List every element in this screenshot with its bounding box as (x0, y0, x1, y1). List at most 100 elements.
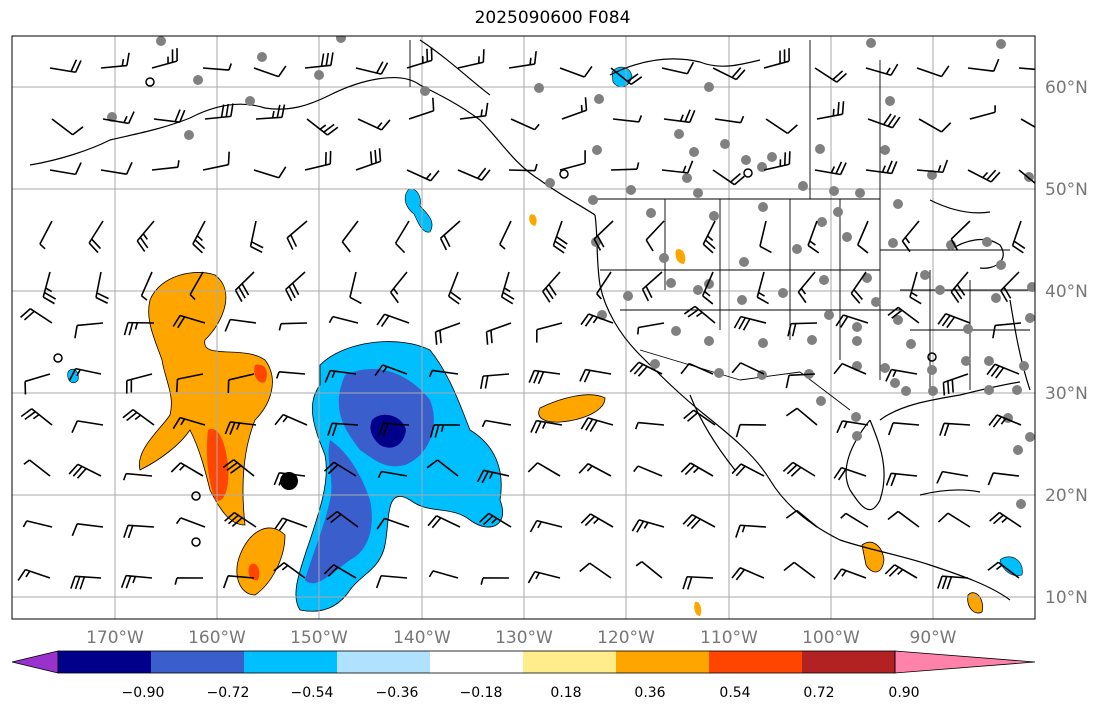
wind-barbs (17, 47, 1035, 590)
colorbar-swatch (430, 651, 524, 673)
wind-barb (102, 111, 135, 125)
wind-barb (807, 220, 820, 254)
wind-barb (986, 363, 1020, 379)
map-frame (11, 35, 1036, 620)
lon-label: 110°W (700, 628, 758, 648)
colorbar-swatch (337, 651, 431, 673)
wind-barb (17, 568, 51, 581)
wind-barb (170, 462, 204, 477)
wind-barb (274, 413, 308, 426)
wind-barb (683, 305, 716, 324)
wind-barb (950, 220, 971, 251)
wind-barb (304, 52, 334, 69)
colorbar-tick-label: 0.54 (719, 685, 750, 701)
wind-barb (151, 48, 178, 69)
wind-barb (327, 422, 359, 437)
wind-barb (580, 313, 614, 327)
wind-barb (273, 472, 306, 487)
wind-barb (636, 322, 665, 335)
colorbar-swatch (616, 651, 710, 673)
coastlines (29, 39, 1031, 601)
wind-barb (49, 59, 82, 74)
wind-barb (426, 459, 459, 477)
wind-barb (20, 408, 53, 426)
wind-barb (378, 422, 410, 437)
wind-barb (950, 271, 969, 303)
wind-barb (192, 220, 206, 254)
wind-barb (326, 510, 359, 528)
wind-barb (816, 101, 845, 120)
wind-barb (355, 61, 389, 75)
wind-barb (175, 373, 204, 393)
colorbar-swatch (151, 651, 245, 673)
wind-barb (814, 67, 847, 83)
wind-barb (255, 104, 286, 120)
wind-barb (942, 373, 969, 396)
wind-barb (204, 103, 234, 120)
wind-barb (840, 512, 869, 528)
lat-label: 20°N (1045, 486, 1088, 506)
wind-barb (833, 466, 867, 481)
wind-barb (42, 271, 57, 305)
wind-barb (885, 368, 918, 382)
wind-barb (610, 67, 643, 86)
wind-barb (887, 510, 920, 528)
wind-barb (937, 312, 971, 329)
wind-barb (510, 118, 540, 131)
wind-barb (756, 271, 769, 305)
colorbar-swatch (244, 651, 338, 673)
wind-barb (735, 524, 767, 538)
wind-barb (100, 52, 130, 69)
wind-barb (735, 423, 767, 438)
wind-barb (323, 461, 357, 477)
wind-barb (580, 417, 614, 433)
wind-barb (70, 575, 102, 590)
wind-barb (763, 151, 791, 171)
colorbar-tick-label: 0.36 (634, 685, 665, 701)
wind-barb (172, 314, 206, 329)
wind-barb (763, 48, 790, 69)
wind-barb (527, 570, 561, 584)
colorbar-tick-label: −0.36 (376, 685, 419, 701)
lon-label: 100°W (802, 628, 860, 648)
wind-barb (561, 97, 588, 120)
wind-barb (273, 562, 306, 579)
wind-barb (989, 511, 1022, 528)
wind-barb (125, 373, 153, 394)
wind-barb (887, 422, 920, 436)
colorbar-swatch (709, 651, 803, 673)
wind-barb (508, 51, 537, 69)
wind-barb (969, 105, 996, 120)
wind-barb (645, 220, 665, 252)
wind-barb (508, 163, 538, 172)
wind-barb (631, 519, 665, 533)
wind-barb (836, 420, 869, 434)
wind-barb (253, 166, 287, 179)
wind-barb (596, 271, 612, 300)
wind-barb (500, 271, 515, 305)
wind-barb (528, 369, 561, 385)
colorbar-tick-label: 0.72 (803, 685, 834, 701)
wind-barb (324, 369, 357, 383)
wind-barb (887, 306, 920, 324)
wind-barb (175, 517, 206, 528)
wind-barb (939, 422, 971, 437)
wind-barb (253, 65, 287, 78)
wind-barb (1018, 67, 1035, 71)
wind-barb (682, 513, 716, 530)
wind-barb (457, 167, 491, 181)
wind-barb (234, 271, 255, 302)
colorbar-tick-label: −0.18 (460, 685, 503, 701)
wind-barb (349, 271, 362, 305)
wind-barb (542, 271, 561, 303)
wind-barb (701, 271, 714, 305)
lon-label: 160°W (188, 628, 246, 648)
wind-barb (787, 322, 818, 337)
lat-label: 40°N (1045, 282, 1088, 302)
wind-barb (224, 511, 257, 528)
wind-barb (1018, 169, 1035, 185)
wind-barb (759, 220, 772, 254)
lon-label: 130°W (495, 628, 553, 648)
map-title: 2025090600 F084 (474, 8, 631, 28)
